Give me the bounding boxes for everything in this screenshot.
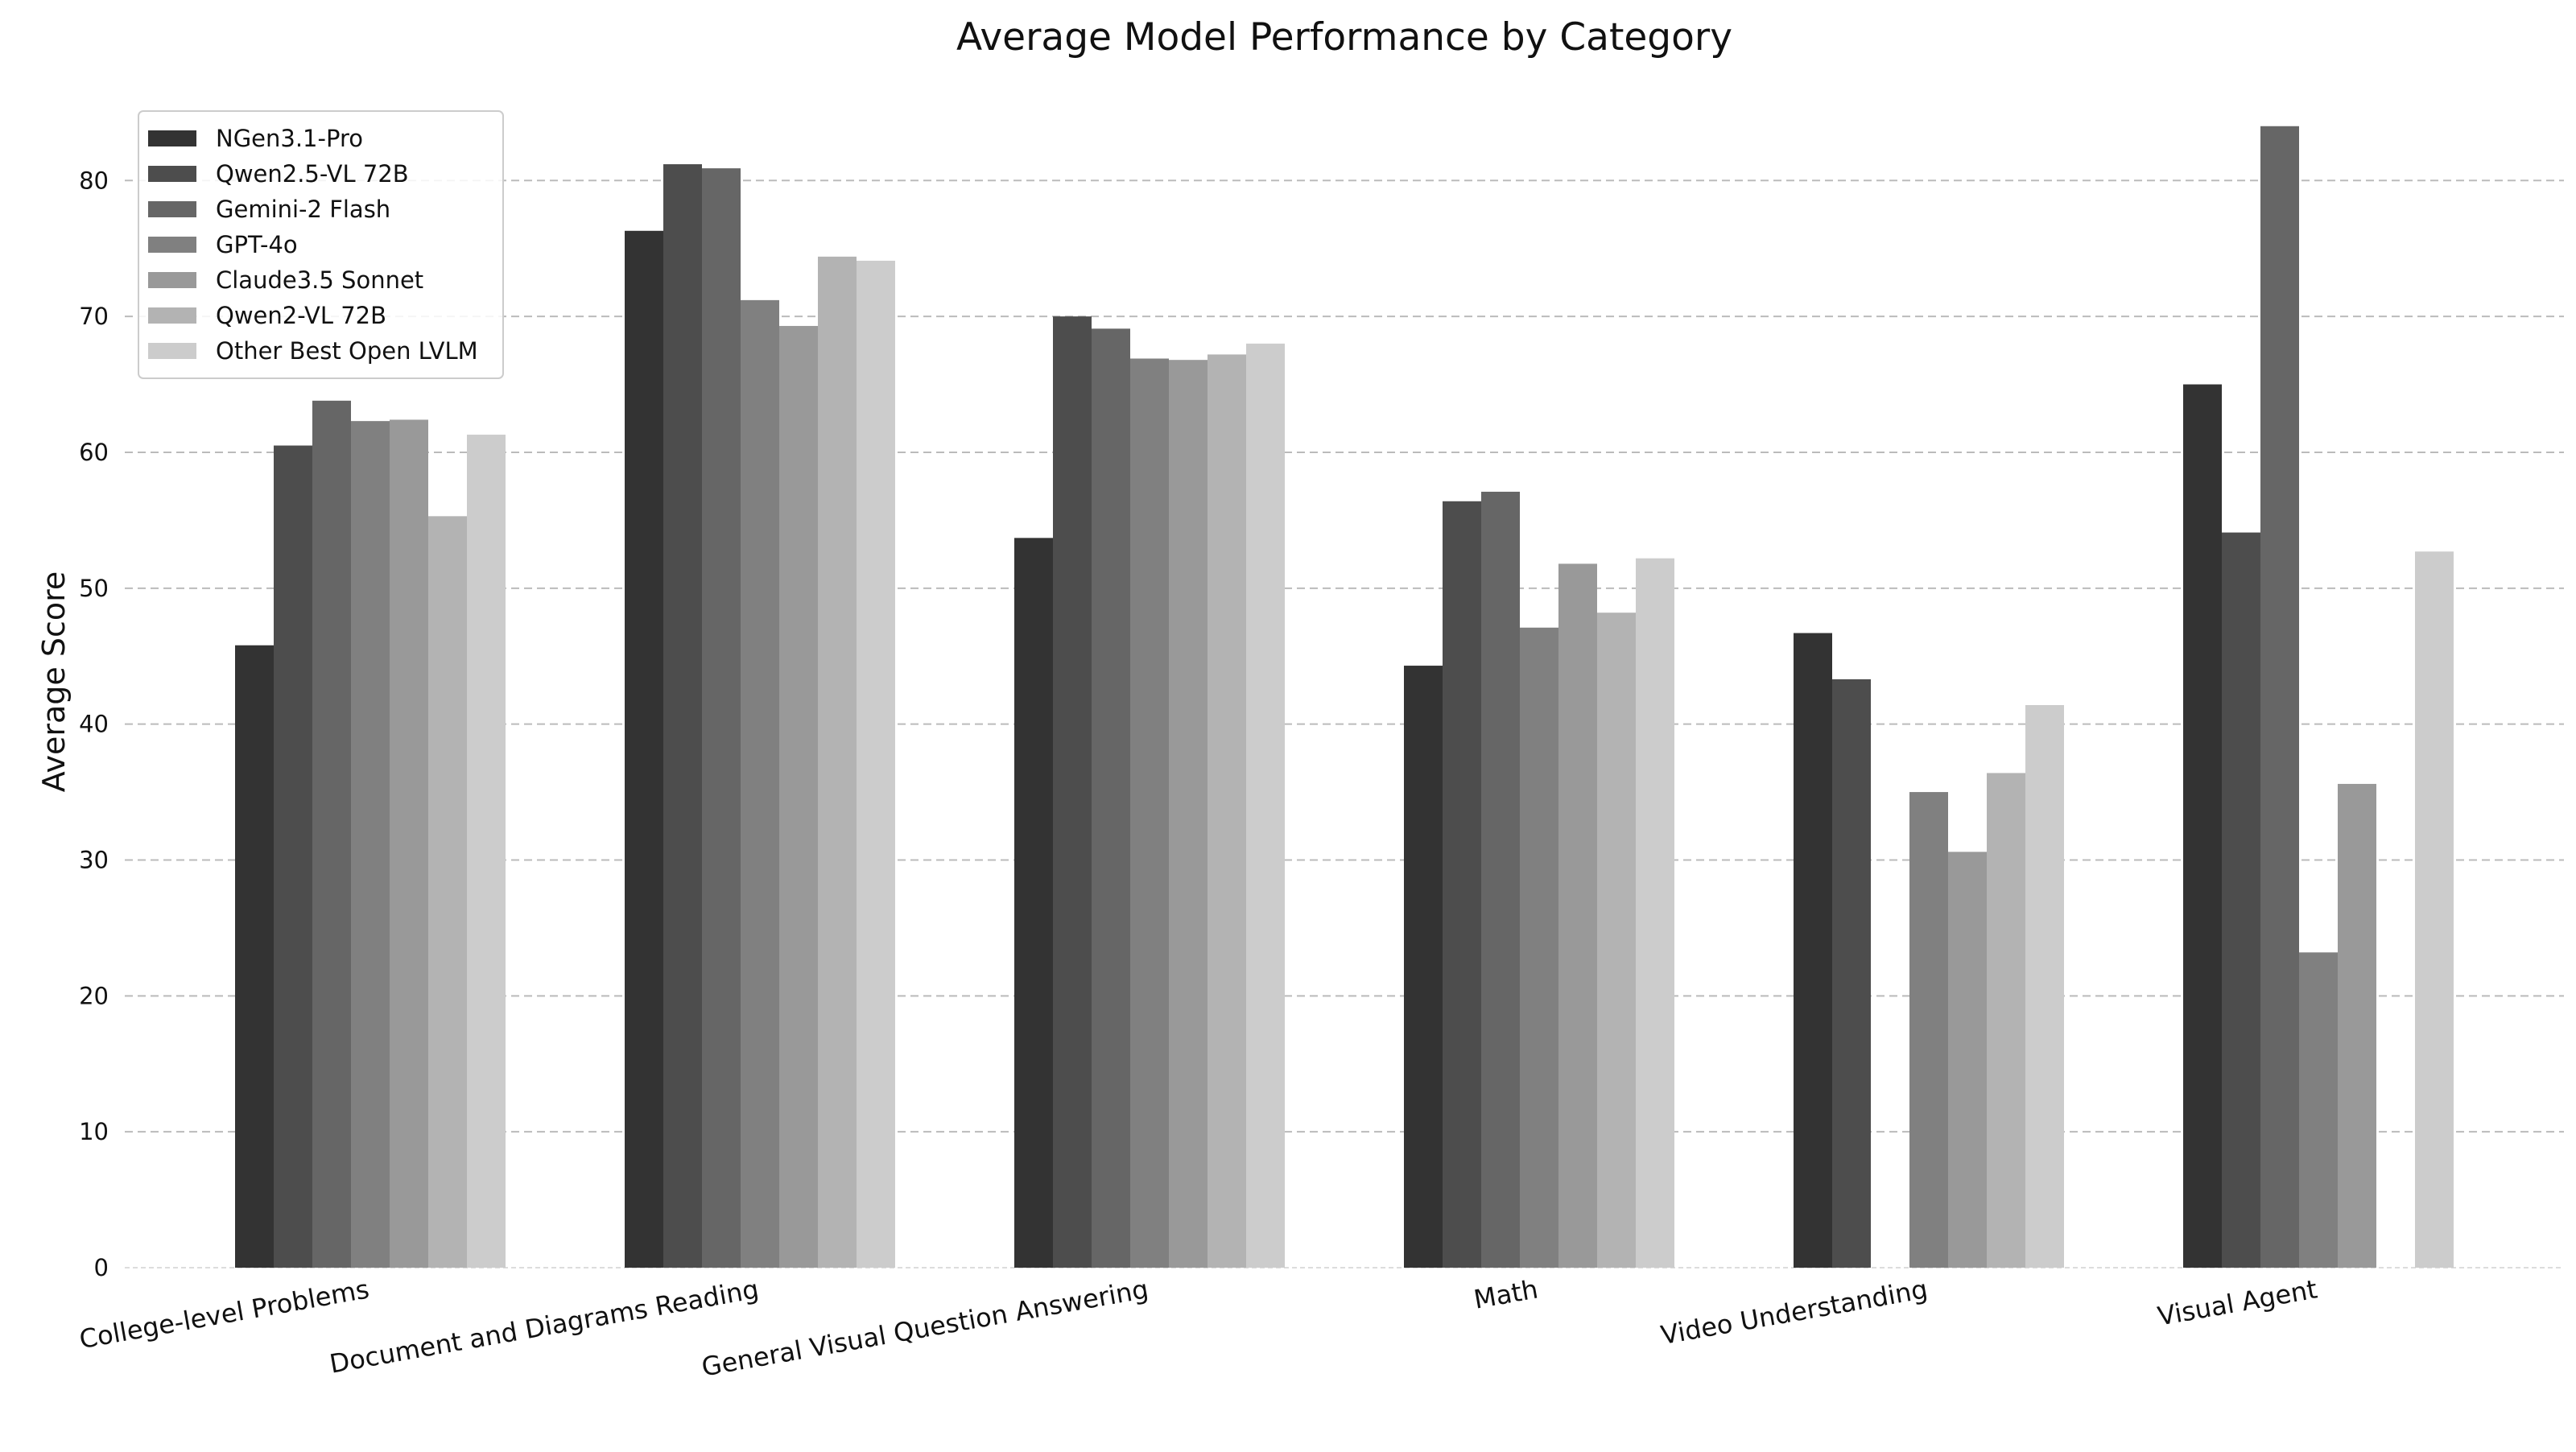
bar xyxy=(1909,792,1948,1268)
bar xyxy=(1597,613,1636,1268)
bar xyxy=(1481,491,1520,1268)
bar xyxy=(1832,679,1871,1268)
bar xyxy=(1092,328,1130,1268)
bar xyxy=(2222,532,2260,1268)
bar xyxy=(2338,783,2376,1268)
bar xyxy=(1636,558,1674,1268)
legend-label: Other Best Open LVLM xyxy=(216,337,478,365)
bar xyxy=(818,256,857,1268)
bar xyxy=(1246,343,1285,1268)
bar xyxy=(1208,354,1246,1268)
bar xyxy=(741,299,779,1268)
bars xyxy=(235,126,2454,1268)
bar xyxy=(2183,384,2222,1268)
y-tick-label: 80 xyxy=(79,167,109,194)
legend-swatch xyxy=(148,201,196,217)
bar xyxy=(428,516,467,1268)
y-tick-label: 70 xyxy=(79,303,109,330)
legend-label: Qwen2-VL 72B xyxy=(216,302,386,329)
legend-label: Gemini-2 Flash xyxy=(216,196,390,223)
legend-swatch xyxy=(148,272,196,288)
legend-swatch xyxy=(148,343,196,359)
bar xyxy=(1014,538,1053,1268)
bar xyxy=(1794,633,1832,1268)
bar xyxy=(1520,627,1558,1268)
legend-swatch xyxy=(148,307,196,324)
bar xyxy=(1130,358,1169,1268)
legend-swatch xyxy=(148,130,196,146)
bar xyxy=(2415,551,2454,1268)
bar xyxy=(390,419,428,1268)
bar xyxy=(663,164,702,1268)
legend-box xyxy=(138,110,504,379)
y-tick-label: 10 xyxy=(79,1118,109,1145)
x-tick-label: Visual Agent xyxy=(2155,1273,2319,1331)
bar xyxy=(1948,852,1987,1268)
bar xyxy=(467,435,506,1268)
legend-label: NGen3.1-Pro xyxy=(216,125,363,152)
x-tick-label: Math xyxy=(1472,1273,1540,1314)
bar xyxy=(2299,952,2338,1268)
bar xyxy=(1987,773,2025,1268)
bar xyxy=(351,421,390,1268)
bar xyxy=(779,325,818,1268)
x-tick-label: General Visual Question Answering xyxy=(700,1273,1151,1382)
bar xyxy=(2025,705,2064,1268)
bar xyxy=(1558,563,1597,1268)
bar xyxy=(2260,126,2299,1268)
bar xyxy=(857,260,895,1268)
y-tick-label: 60 xyxy=(79,439,109,466)
bar xyxy=(1404,666,1443,1268)
legend-swatch xyxy=(148,166,196,182)
legend-swatch xyxy=(148,237,196,253)
bar xyxy=(1443,501,1481,1268)
y-tick-label: 40 xyxy=(79,711,109,738)
bar xyxy=(1053,316,1092,1268)
legend-label: Qwen2.5-VL 72B xyxy=(216,160,409,188)
y-tick-label: 20 xyxy=(79,982,109,1009)
legend-label: Claude3.5 Sonnet xyxy=(216,266,423,294)
bar xyxy=(235,645,274,1268)
y-tick-label: 0 xyxy=(94,1254,109,1281)
bar xyxy=(625,230,663,1268)
bar xyxy=(1169,360,1208,1268)
bar xyxy=(274,445,312,1268)
x-tick-label: Video Understanding xyxy=(1658,1273,1930,1351)
legend: NGen3.1-Pro Qwen2.5-VL 72B Gemini-2 Flash G… xyxy=(138,110,504,379)
gridlines xyxy=(125,179,2564,1268)
y-tick-label: 30 xyxy=(79,846,109,873)
bar xyxy=(702,168,741,1268)
legend-label: GPT-4o xyxy=(216,231,298,258)
x-tick-label: College-level Problems xyxy=(77,1273,372,1355)
bar xyxy=(312,400,351,1268)
x-tick-label: Document and Diagrams Reading xyxy=(328,1273,762,1379)
y-axis-label: Average Score xyxy=(36,571,72,793)
y-tick-labels: 0 10 20 30 40 50 60 70 80 xyxy=(79,167,109,1281)
chart-title: Average Model Performance by Category xyxy=(956,15,1732,60)
y-tick-label: 50 xyxy=(79,575,109,602)
